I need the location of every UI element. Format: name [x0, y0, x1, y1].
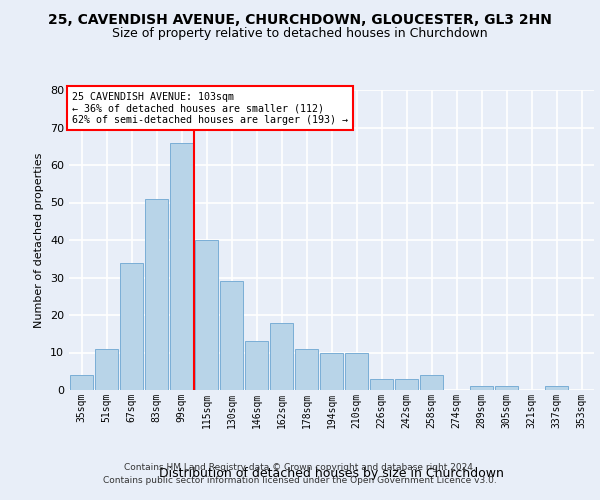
Bar [320, 352, 343, 390]
Bar [245, 341, 268, 390]
Bar [170, 142, 193, 390]
Bar [270, 322, 293, 390]
Bar [295, 349, 318, 390]
Text: Contains public sector information licensed under the Open Government Licence v3: Contains public sector information licen… [103, 476, 497, 485]
Bar [395, 379, 418, 390]
Text: Size of property relative to detached houses in Churchdown: Size of property relative to detached ho… [112, 28, 488, 40]
Bar [420, 375, 443, 390]
Bar [345, 352, 368, 390]
Bar [120, 262, 143, 390]
Bar [470, 386, 493, 390]
Text: Contains HM Land Registry data © Crown copyright and database right 2024.: Contains HM Land Registry data © Crown c… [124, 462, 476, 471]
Bar [70, 375, 93, 390]
Bar [145, 198, 168, 390]
Bar [195, 240, 218, 390]
Bar [495, 386, 518, 390]
Bar [545, 386, 568, 390]
X-axis label: Distribution of detached houses by size in Churchdown: Distribution of detached houses by size … [159, 467, 504, 480]
Y-axis label: Number of detached properties: Number of detached properties [34, 152, 44, 328]
Text: 25, CAVENDISH AVENUE, CHURCHDOWN, GLOUCESTER, GL3 2HN: 25, CAVENDISH AVENUE, CHURCHDOWN, GLOUCE… [48, 12, 552, 26]
Bar [370, 379, 393, 390]
Bar [220, 281, 243, 390]
Text: 25 CAVENDISH AVENUE: 103sqm
← 36% of detached houses are smaller (112)
62% of se: 25 CAVENDISH AVENUE: 103sqm ← 36% of det… [71, 92, 347, 124]
Bar [95, 349, 118, 390]
